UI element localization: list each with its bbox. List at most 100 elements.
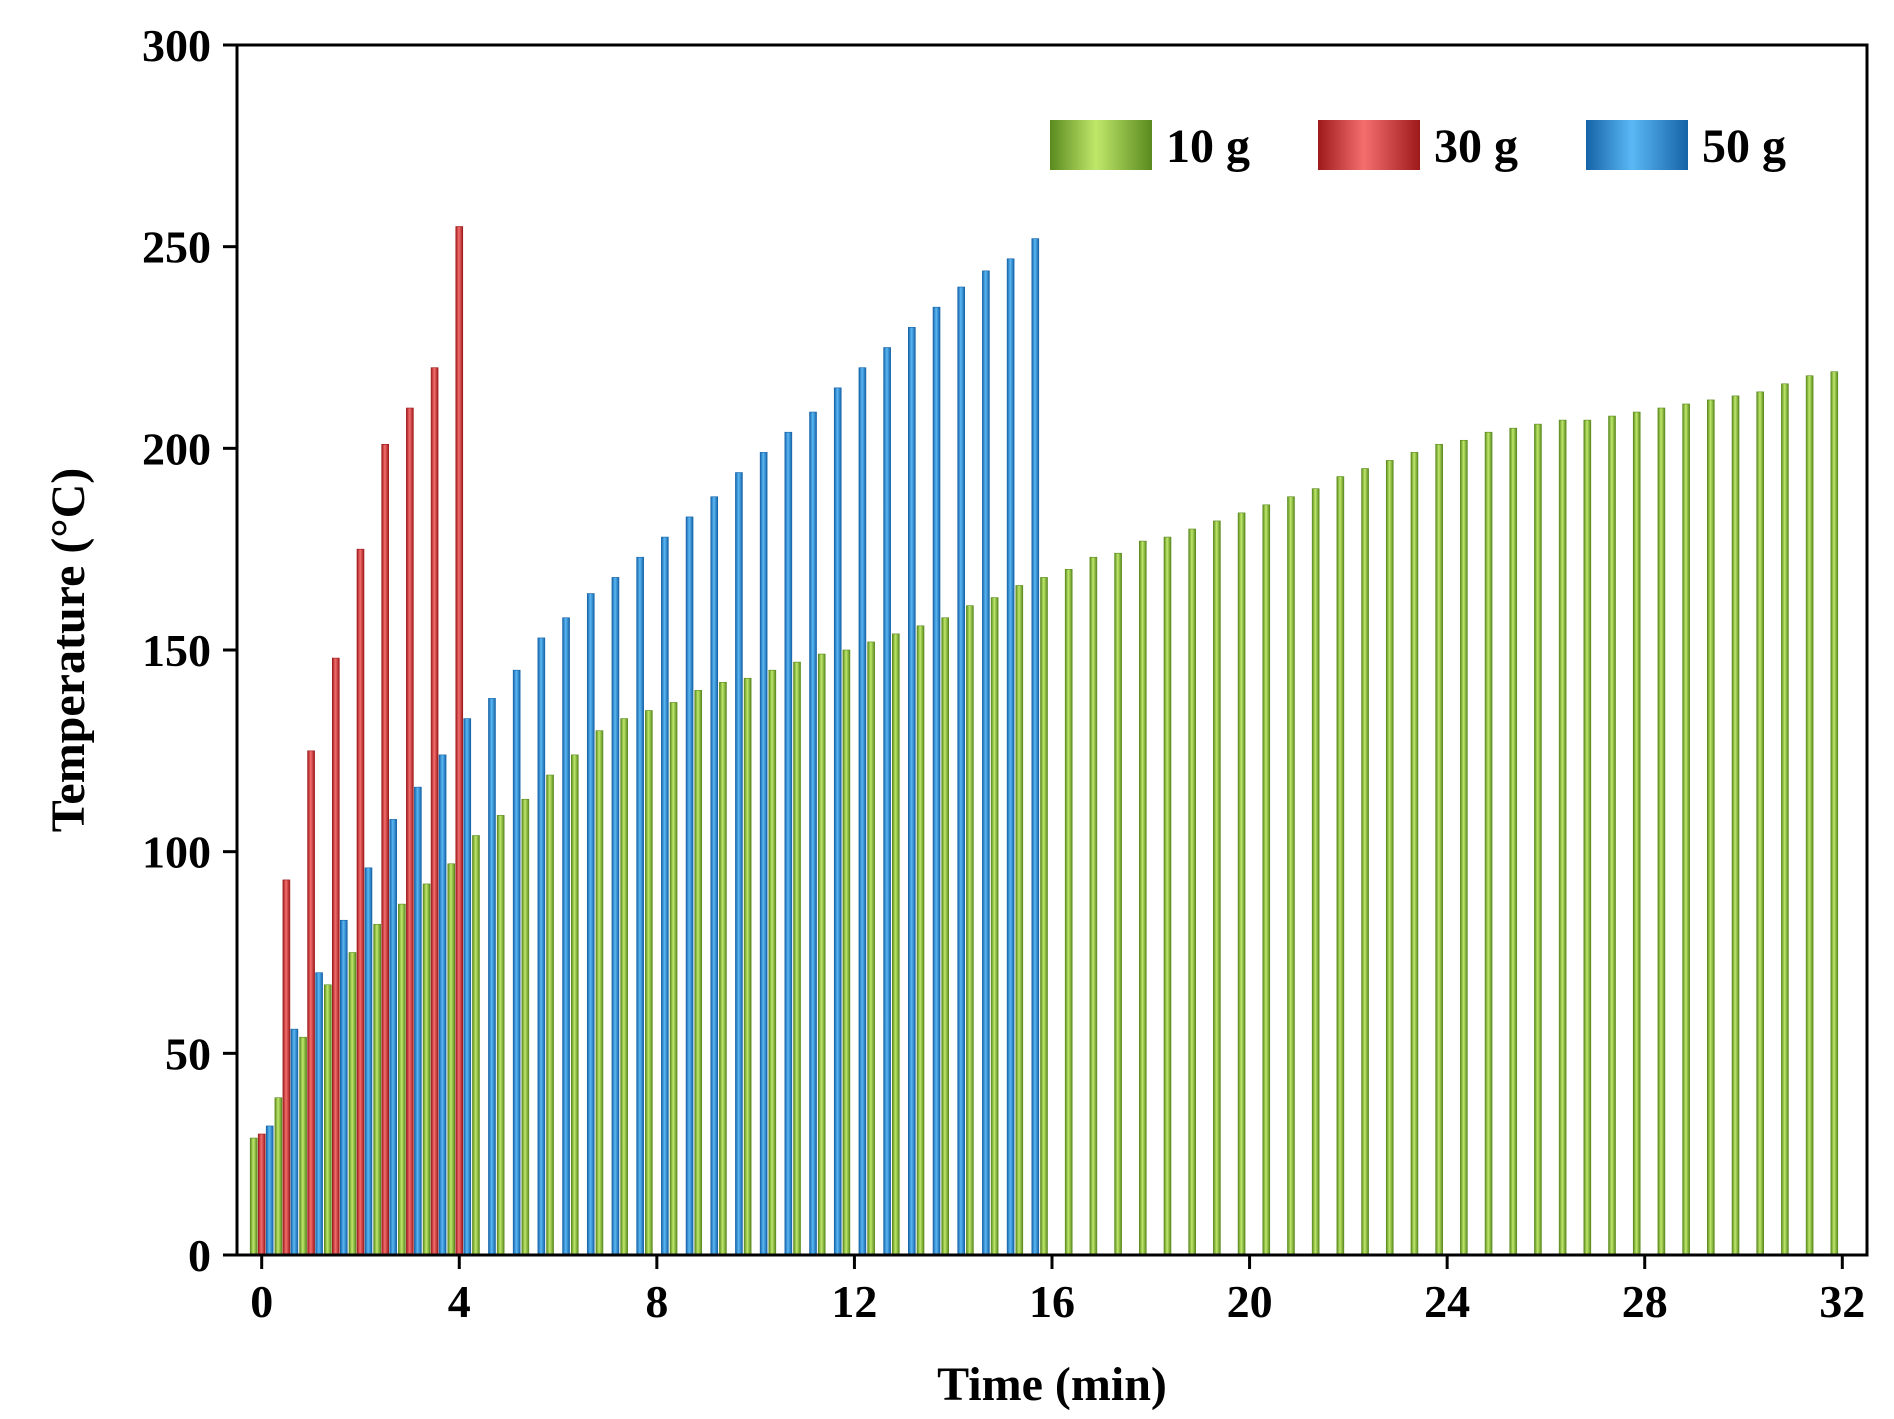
bar-50g-5 bbox=[389, 819, 397, 1256]
x-tick-label-1: 4 bbox=[448, 1276, 471, 1327]
plot-area-frame bbox=[235, 43, 1869, 1257]
y-tick-label-1: 50 bbox=[165, 1028, 211, 1079]
legend-label-10g: 10 g bbox=[1166, 120, 1250, 173]
bar-10g-33 bbox=[1064, 569, 1073, 1256]
bar-10g-44 bbox=[1336, 476, 1345, 1256]
bar-50g-30 bbox=[1006, 258, 1015, 1256]
bar-50g-16 bbox=[661, 536, 669, 1256]
bar-50g-6 bbox=[414, 786, 422, 1256]
bar-10g-49 bbox=[1460, 439, 1468, 1256]
bar-10g-28 bbox=[941, 617, 950, 1256]
bar-10g-0 bbox=[249, 1137, 258, 1256]
bar-50g-9 bbox=[488, 698, 496, 1256]
bar-10g-20 bbox=[743, 677, 752, 1256]
bar-10g-43 bbox=[1311, 488, 1320, 1256]
bar-10g-56 bbox=[1632, 411, 1641, 1256]
bar-10g-60 bbox=[1731, 395, 1740, 1256]
y-tick-label-5: 250 bbox=[142, 222, 211, 273]
bar-10g-22 bbox=[793, 661, 801, 1256]
bar-10g-55 bbox=[1608, 415, 1616, 1256]
bar-10g-8 bbox=[447, 863, 456, 1256]
y-axis-title: Temperature (°C) bbox=[42, 468, 95, 832]
legend: 10 g 30 g 50 g bbox=[1050, 120, 1786, 173]
legend-swatch-30g bbox=[1318, 120, 1420, 170]
x-tick-label-4: 16 bbox=[1029, 1276, 1075, 1327]
bar-50g-28 bbox=[957, 286, 966, 1256]
bar-50g-15 bbox=[636, 556, 644, 1256]
bar-30g-2 bbox=[307, 750, 315, 1256]
x-tick-label-8: 32 bbox=[1819, 1276, 1865, 1327]
bar-10g-41 bbox=[1262, 504, 1271, 1256]
y-tick-label-0: 0 bbox=[188, 1230, 211, 1281]
y-tick-label-3: 150 bbox=[142, 625, 211, 676]
bar-50g-8 bbox=[463, 718, 472, 1256]
y-tick-label-6: 300 bbox=[142, 20, 211, 71]
bar-30g-6 bbox=[406, 407, 414, 1256]
legend-swatch-10g bbox=[1050, 120, 1152, 170]
bar-50g-19 bbox=[735, 472, 743, 1256]
y-axis: 0 50 100 150 200 250 300 bbox=[142, 20, 237, 1281]
x-tick-label-6: 24 bbox=[1424, 1276, 1470, 1327]
bar-50g-0 bbox=[265, 1125, 274, 1256]
bar-10g-9 bbox=[472, 835, 480, 1256]
bar-50g-2 bbox=[315, 972, 323, 1256]
bar-10g-3 bbox=[323, 984, 332, 1256]
bar-10g-21 bbox=[768, 669, 777, 1256]
x-tick-label-2: 8 bbox=[645, 1276, 668, 1327]
bar-10g-2 bbox=[299, 1036, 307, 1256]
bar-10g-45 bbox=[1361, 468, 1369, 1256]
legend-label-50g: 50 g bbox=[1702, 120, 1786, 173]
bar-50g-25 bbox=[883, 347, 891, 1256]
bar-10g-4 bbox=[348, 952, 357, 1256]
bar-30g-0 bbox=[257, 1133, 266, 1256]
y-tick-label-2: 100 bbox=[142, 827, 211, 878]
bar-10g-19 bbox=[719, 681, 727, 1256]
x-tick-label-0: 0 bbox=[250, 1276, 273, 1327]
legend-swatch-50g bbox=[1586, 120, 1688, 170]
bar-10g-46 bbox=[1385, 460, 1394, 1256]
bar-10g-27 bbox=[916, 625, 925, 1256]
bar-50g-3 bbox=[339, 919, 348, 1256]
bar-50g-4 bbox=[364, 867, 373, 1256]
bar-10g-61 bbox=[1756, 391, 1765, 1256]
bar-10g-62 bbox=[1781, 383, 1789, 1256]
bar-10g-40 bbox=[1237, 512, 1246, 1256]
bar-10g-11 bbox=[521, 798, 530, 1256]
bar-10g-35 bbox=[1114, 552, 1122, 1256]
bar-50g-1 bbox=[290, 1028, 299, 1256]
bar-10g-58 bbox=[1682, 403, 1690, 1256]
bar-10g-63 bbox=[1805, 375, 1814, 1256]
bar-10g-23 bbox=[817, 653, 826, 1256]
bar-10g-59 bbox=[1707, 399, 1715, 1256]
bar-10g-38 bbox=[1188, 528, 1196, 1256]
bar-10g-37 bbox=[1163, 536, 1172, 1256]
bar-10g-57 bbox=[1657, 407, 1666, 1256]
bar-10g-52 bbox=[1534, 423, 1542, 1256]
bar-10g-42 bbox=[1287, 496, 1295, 1256]
bar-10g-6 bbox=[398, 903, 406, 1256]
bar-10g-36 bbox=[1138, 540, 1147, 1256]
legend-label-30g: 30 g bbox=[1434, 120, 1518, 173]
bar-10g-39 bbox=[1213, 520, 1221, 1256]
bars-layer bbox=[249, 226, 1839, 1256]
y-tick-label-4: 200 bbox=[142, 423, 211, 474]
x-tick-label-3: 12 bbox=[831, 1276, 877, 1327]
bar-10g-51 bbox=[1509, 427, 1518, 1256]
bar-50g-14 bbox=[611, 577, 620, 1256]
bar-10g-7 bbox=[422, 883, 431, 1256]
bar-10g-48 bbox=[1435, 443, 1443, 1256]
bar-50g-27 bbox=[932, 306, 941, 1256]
bar-10g-47 bbox=[1410, 452, 1419, 1256]
bar-50g-22 bbox=[809, 411, 817, 1256]
bar-30g-7 bbox=[430, 367, 439, 1256]
bar-10g-30 bbox=[990, 597, 999, 1256]
bar-10g-50 bbox=[1484, 431, 1493, 1256]
bar-10g-54 bbox=[1583, 419, 1592, 1256]
bar-50g-12 bbox=[562, 617, 570, 1256]
bar-10g-29 bbox=[966, 605, 974, 1256]
bar-50g-7 bbox=[438, 754, 447, 1256]
bar-50g-17 bbox=[685, 516, 694, 1256]
bar-10g-15 bbox=[620, 718, 628, 1256]
bar-10g-14 bbox=[595, 730, 604, 1256]
